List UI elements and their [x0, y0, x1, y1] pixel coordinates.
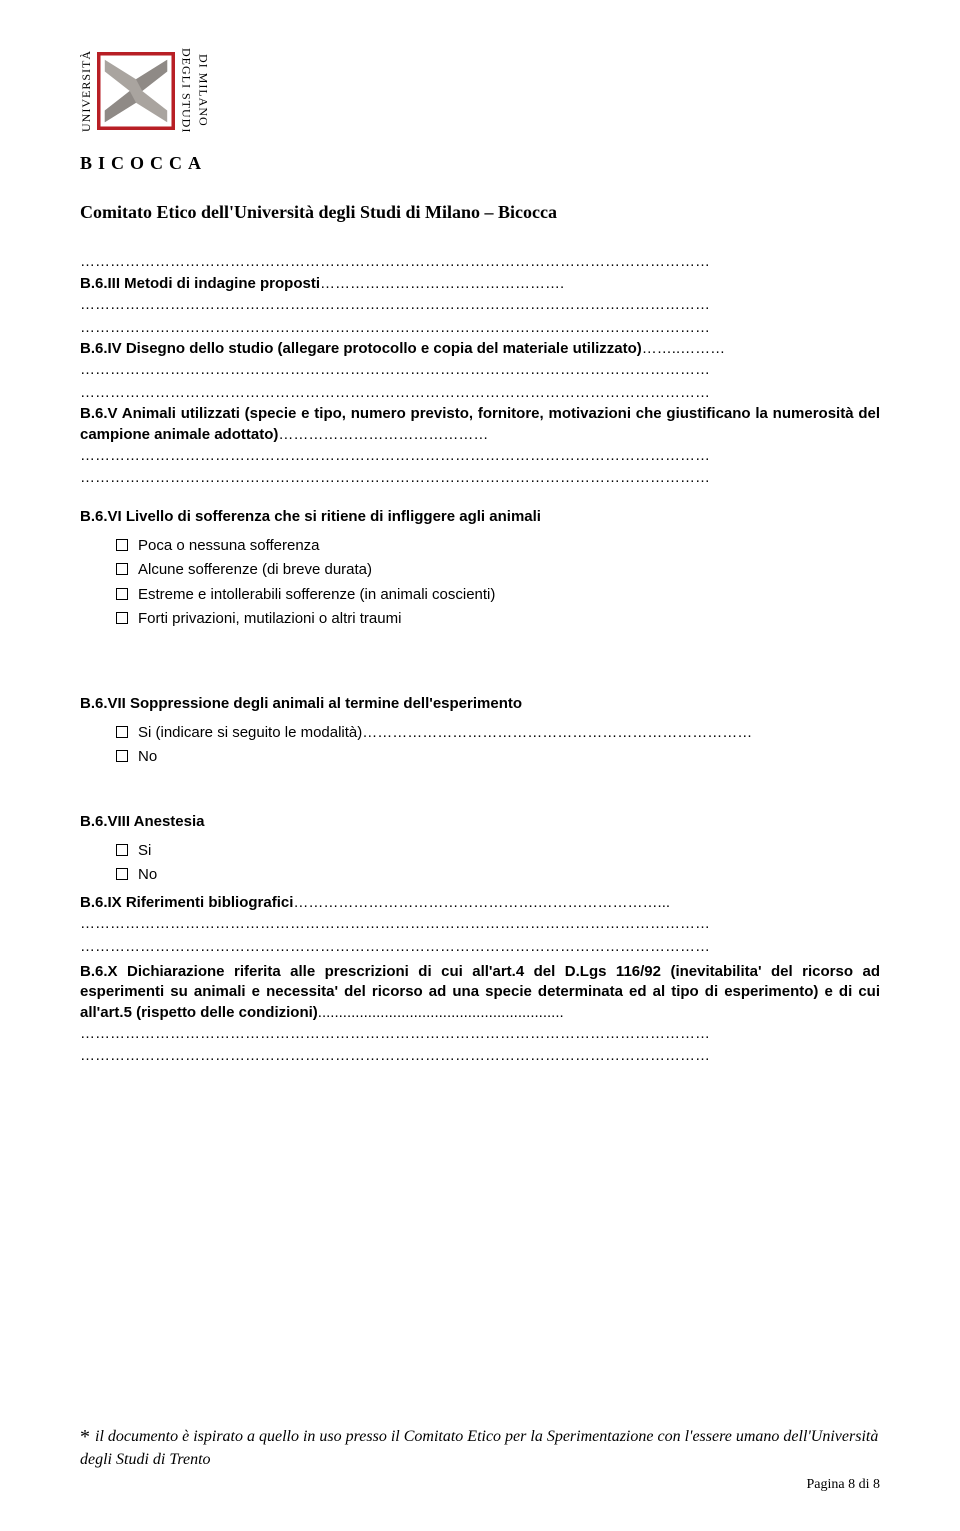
page-number: Pagina 8 di 8 — [807, 1477, 881, 1493]
checkbox-icon — [116, 588, 128, 600]
checkbox-option[interactable]: Forti privazioni, mutilazioni o altri tr… — [116, 608, 880, 631]
dotted-tail: …………………………………………. — [320, 275, 564, 292]
logo-left-text: UNIVERSITÀ — [80, 50, 93, 132]
section-heading-b6-ix: B.6.IX Riferimenti bibliografici — [80, 894, 293, 911]
logo-bicocca-text: BICOCCA — [80, 153, 880, 174]
checkbox-option[interactable]: Si — [116, 840, 880, 863]
checkbox-label: Si (indicare si seguito le modalità)…………… — [138, 722, 752, 745]
dotted-line: …………………………………………………………………………………………………………… — [80, 936, 880, 959]
dotted-tail: ……..……… — [642, 340, 725, 357]
section-b6-x: B.6.X Dichiarazione riferita alle prescr… — [80, 962, 880, 1023]
checkbox-label: Si — [138, 840, 151, 863]
checkbox-icon — [116, 750, 128, 762]
section-heading-b6-vii: B.6.VII Soppressione degli animali al te… — [80, 695, 880, 712]
logo-right-bottom: DI MILANO — [196, 54, 209, 127]
checkbox-option[interactable]: No — [116, 864, 880, 887]
checkbox-option[interactable]: Estreme e intollerabili sofferenze (in a… — [116, 584, 880, 607]
footnote: * il documento è ispirato a quello in us… — [80, 1424, 880, 1471]
checkbox-icon — [116, 844, 128, 856]
checkbox-label: Forti privazioni, mutilazioni o altri tr… — [138, 608, 401, 631]
org-title: Comitato Etico dell'Università degli Stu… — [80, 202, 880, 223]
dotted-line: …………………………………………………………………………………………………………… — [80, 382, 880, 405]
section-heading-b6-iv: B.6.IV Disegno dello studio (allegare pr… — [80, 340, 642, 357]
section-b6-iv: B.6.IV Disegno dello studio (allegare pr… — [80, 339, 880, 359]
dotted-line: …………………………………………………………………………………………………………… — [80, 294, 880, 317]
dotted-line: …………………………………………………………………………………………………………… — [80, 359, 880, 382]
checkbox-option[interactable]: No — [116, 746, 880, 769]
b6-viii-options: Si No — [116, 840, 880, 887]
dotted-tail: …………………………………… — [278, 426, 488, 443]
checkbox-icon — [116, 563, 128, 575]
checkbox-label: Estreme e intollerabili sofferenze (in a… — [138, 584, 495, 607]
footnote-star: * — [80, 1426, 95, 1448]
checkbox-option[interactable]: Si (indicare si seguito le modalità)…………… — [116, 722, 880, 745]
checkbox-option[interactable]: Poca o nessuna sofferenza — [116, 535, 880, 558]
dotted-tail: ........................................… — [318, 1004, 564, 1021]
section-b6-v: B.6.V Animali utilizzati (specie e tipo,… — [80, 404, 880, 445]
dotted-line: …………………………………………………………………………………………………………… — [80, 1023, 880, 1046]
footnote-text: il documento è ispirato a quello in uso … — [80, 1428, 878, 1468]
section-heading-b6-viii: B.6.VIII Anestesia — [80, 813, 880, 830]
checkbox-label: Alcune sofferenze (di breve durata) — [138, 559, 372, 582]
dotted-line: …………………………………………………………………………………………………………… — [80, 445, 880, 468]
section-b6-ix: B.6.IX Riferimenti bibliografici……………………… — [80, 893, 880, 913]
dotted-line: …………………………………………………………………………………………………………… — [80, 251, 880, 274]
dotted-tail: ………………………………………….……………………... — [293, 894, 670, 911]
b6-vi-options: Poca o nessuna sofferenza Alcune soffere… — [116, 535, 880, 631]
checkbox-label: No — [138, 864, 157, 887]
checkbox-label: No — [138, 746, 157, 769]
dotted-line: …………………………………………………………………………………………………………… — [80, 467, 880, 490]
section-heading-b6-iii: B.6.III Metodi di indagine proposti — [80, 275, 320, 292]
checkbox-icon — [116, 726, 128, 738]
checkbox-icon — [116, 539, 128, 551]
section-b6-iii: B.6.III Metodi di indagine proposti……………… — [80, 274, 880, 294]
dotted-line: …………………………………………………………………………………………………………… — [80, 913, 880, 936]
checkbox-label: Poca o nessuna sofferenza — [138, 535, 320, 558]
dotted-line: …………………………………………………………………………………………………………… — [80, 317, 880, 340]
dotted-line: …………………………………………………………………………………………………………… — [80, 1045, 880, 1068]
checkbox-option[interactable]: Alcune sofferenze (di breve durata) — [116, 559, 880, 582]
logo-right-top: DEGLI STUDI — [179, 48, 192, 133]
logo-icon — [97, 52, 175, 130]
section-heading-b6-vi: B.6.VI Livello di sofferenza che si riti… — [80, 508, 880, 525]
b6-vii-options: Si (indicare si seguito le modalità)…………… — [116, 722, 880, 769]
university-logo: UNIVERSITÀ DEGLI STUDI DI MILANO BICOCCA — [80, 48, 880, 174]
checkbox-icon — [116, 612, 128, 624]
checkbox-icon — [116, 868, 128, 880]
